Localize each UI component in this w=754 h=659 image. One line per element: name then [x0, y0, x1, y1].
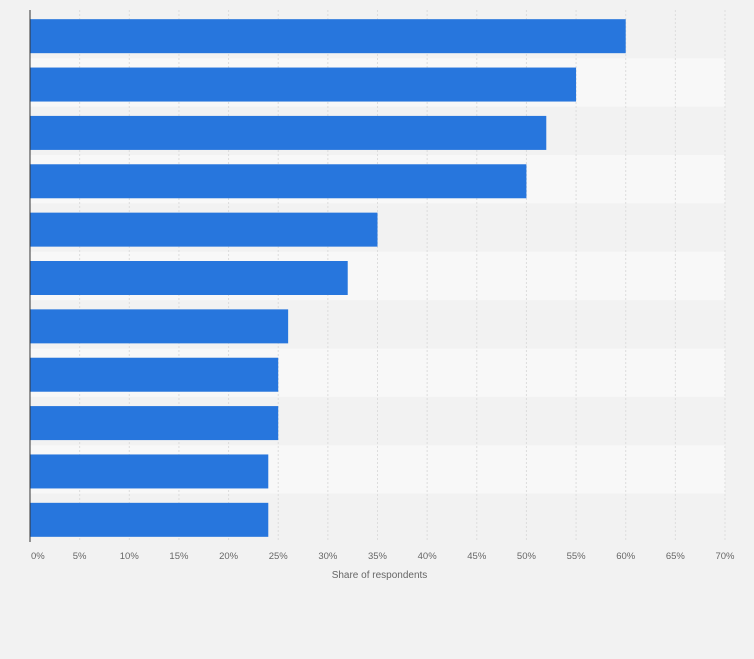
x-tick-label: 15% — [169, 551, 189, 562]
x-axis-title: Share of respondents — [332, 570, 428, 581]
bar[interactable] — [30, 164, 527, 199]
bars — [30, 19, 626, 537]
bar[interactable] — [30, 115, 547, 150]
bar[interactable] — [30, 212, 378, 247]
x-tick-label: 35% — [368, 551, 388, 562]
bar[interactable] — [30, 309, 289, 344]
x-tick-label: 20% — [219, 551, 239, 562]
x-tick-label: 30% — [318, 551, 338, 562]
x-tick-label: 65% — [666, 551, 686, 562]
x-tick-label: 10% — [120, 551, 140, 562]
x-tick-label: 45% — [467, 551, 487, 562]
x-tick-label: 5% — [73, 551, 87, 562]
x-axis-ticks: 0% 5% 10% 15% 20% 25% 30% 35% 40% 45% 50% 55% 60% 65%… — [31, 551, 735, 562]
x-tick-label: 40% — [418, 551, 438, 562]
bar[interactable] — [30, 406, 279, 441]
bar[interactable] — [30, 357, 279, 392]
bar[interactable] — [30, 502, 269, 537]
chart-footer-area — [0, 595, 754, 659]
x-tick-label: 70% — [715, 551, 735, 562]
bar[interactable] — [30, 67, 577, 102]
bar[interactable] — [30, 261, 348, 295]
x-tick-label: 25% — [269, 551, 289, 562]
x-tick-label: 50% — [517, 551, 537, 562]
bar[interactable] — [30, 454, 269, 489]
x-tick-label: 55% — [567, 551, 587, 562]
x-tick-label: 60% — [616, 551, 636, 562]
bar[interactable] — [30, 19, 626, 54]
x-tick-label: 0% — [31, 551, 45, 562]
